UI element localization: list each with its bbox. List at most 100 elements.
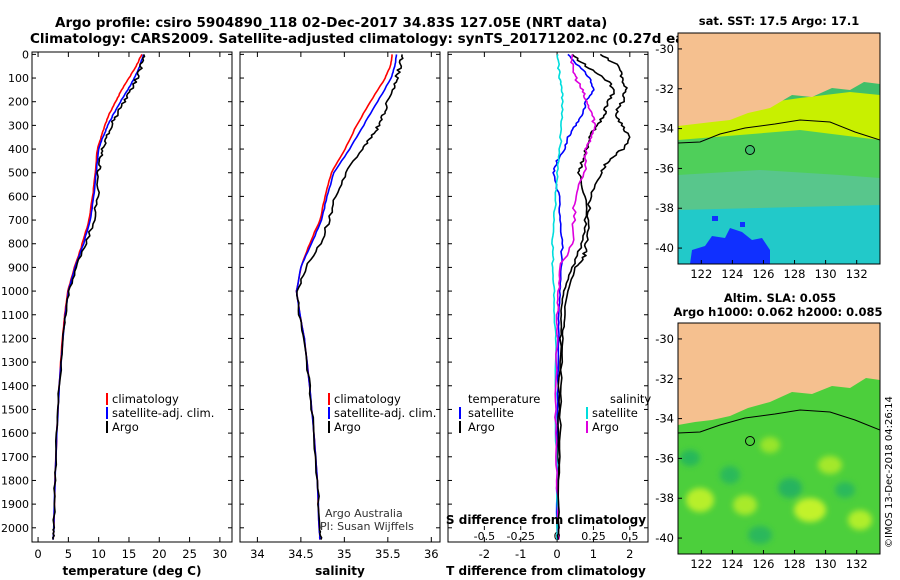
s-diff-tick-label: 0.5 bbox=[621, 530, 639, 543]
map-lon-tick-label: 126 bbox=[752, 557, 774, 571]
depth-axis: 0 100 200 300 400 500 600 700 800 900 1000 1100 1200… bbox=[1, 48, 29, 534]
x-tick-label: 5 bbox=[65, 547, 72, 561]
map-lon-tick-label: 130 bbox=[815, 557, 837, 571]
depth-tick-label: 1800 bbox=[1, 474, 29, 487]
depth-tick-label: 1000 bbox=[1, 285, 29, 298]
depth-tick-label: 300 bbox=[8, 119, 29, 132]
x-tick-label: 15 bbox=[122, 547, 137, 561]
sst-map-panel: sat. SST: 17.5 Argo: 17.1 122 124 126 128 13… bbox=[655, 14, 881, 281]
depth-tick-label: 900 bbox=[8, 261, 29, 274]
legend-title-temperature: temperature bbox=[468, 392, 540, 406]
legend-label-satellite: satellite-adj. clim. bbox=[334, 406, 436, 420]
map-lat-tick-label: -34 bbox=[655, 412, 674, 426]
sst-cold-pixel bbox=[712, 216, 718, 221]
s-diff-tick-label: -0.25 bbox=[506, 530, 534, 543]
salinity-profiles bbox=[295, 54, 404, 540]
legend-label-t-satellite: satellite bbox=[468, 406, 514, 420]
sla-map-title-2: Argo h1000: 0.062 h2000: 0.085 bbox=[673, 305, 882, 319]
sla-land bbox=[678, 323, 880, 425]
x-tick-label: 2 bbox=[626, 547, 633, 561]
sst-cold-patch bbox=[690, 228, 770, 264]
legend-label-s-satellite: satellite bbox=[592, 406, 638, 420]
x-tick-label: 25 bbox=[182, 547, 197, 561]
map-lat-tick-label: -32 bbox=[655, 372, 674, 386]
depth-tick-label: 400 bbox=[8, 143, 29, 156]
depth-tick-label: 1400 bbox=[1, 380, 29, 393]
depth-tick-label: 1300 bbox=[1, 356, 29, 369]
legend-label-argo: Argo bbox=[112, 420, 139, 434]
x-tick-label: 34 bbox=[250, 547, 265, 561]
depth-tick-label: 1900 bbox=[1, 498, 29, 511]
x-tick-label: 34.5 bbox=[288, 547, 314, 561]
sla-map-field bbox=[678, 323, 880, 554]
depth-tick-label: 1100 bbox=[1, 309, 29, 322]
depth-tick-label: 700 bbox=[8, 214, 29, 227]
x-tick-label: 35 bbox=[337, 547, 352, 561]
x-tick-label: -2 bbox=[479, 547, 490, 561]
sst-map-field bbox=[678, 33, 880, 264]
depth-tick-label: 1200 bbox=[1, 332, 29, 345]
profile-line-temperature-satellite bbox=[552, 53, 595, 540]
legend-label-climatology: climatology bbox=[334, 392, 401, 406]
sla-anomaly-high bbox=[794, 498, 826, 522]
profile-line-satellite-adj-clim- bbox=[295, 54, 398, 540]
sst-shelf-contour bbox=[678, 119, 880, 144]
map-lat-tick-label: -40 bbox=[655, 531, 674, 545]
depth-tick-label: 100 bbox=[8, 72, 29, 85]
x-tick-label: 10 bbox=[91, 547, 106, 561]
map-lat-tick-label: -34 bbox=[655, 122, 674, 136]
depth-tick-label: 600 bbox=[8, 190, 29, 203]
sla-anomaly-low bbox=[680, 450, 700, 466]
sla-map-panel: Altim. SLA: 0.055 Argo h1000: 0.062 h200… bbox=[655, 291, 882, 571]
x-tick-label: 0 bbox=[34, 547, 41, 561]
title-line-1: Argo profile: csiro 5904890_118 02-Dec-2… bbox=[55, 15, 607, 31]
credit-line-1: Argo Australia bbox=[325, 507, 403, 520]
temperature-x-ticks: 0 5 10 15 20 25 30 bbox=[32, 52, 232, 561]
sst-argo-location-marker bbox=[745, 145, 755, 155]
imos-watermark: ©IMOS 13-Dec-2018 04:26:14 bbox=[884, 396, 895, 548]
x-tick-label: 36 bbox=[424, 547, 439, 561]
map-lat-tick-label: -32 bbox=[655, 82, 674, 96]
difference-legend: temperature satellite Argo salinity sate… bbox=[459, 392, 651, 434]
sla-anomaly-high bbox=[818, 456, 842, 474]
sst-map-title: sat. SST: 17.5 Argo: 17.1 bbox=[699, 14, 859, 28]
map-lat-tick-label: -30 bbox=[655, 332, 674, 346]
profile-line-salinity-satellite bbox=[551, 54, 564, 540]
sla-anomaly-low bbox=[778, 478, 802, 498]
map-lon-tick-label: 122 bbox=[690, 267, 712, 281]
map-lon-tick-label: 124 bbox=[721, 267, 743, 281]
temperature-x-label: temperature (deg C) bbox=[63, 564, 202, 578]
x-tick-label: 30 bbox=[213, 547, 228, 561]
sst-cold-pixel bbox=[740, 222, 745, 227]
salinity-panel: 34 34.5 35 35.5 36 salinity climatology sate… bbox=[239, 51, 441, 578]
map-lon-tick-label: 124 bbox=[721, 557, 743, 571]
salinity-plot-frame bbox=[239, 51, 441, 543]
depth-tick-label: 200 bbox=[8, 96, 29, 109]
map-lat-tick-label: -38 bbox=[655, 201, 674, 215]
sla-anomaly-low bbox=[720, 466, 740, 484]
x-tick-label: -1 bbox=[515, 547, 526, 561]
credit-line-2: PI: Susan Wijffels bbox=[320, 520, 414, 533]
map-lon-tick-label: 122 bbox=[690, 557, 712, 571]
sla-map-ticks: 122 124 126 128 130 132 -30 -32 -34 -36 -38 -40 bbox=[655, 332, 867, 571]
difference-panel: -2 -1 0 1 2 -0.5 -0.25 0 0.25 0.5 T difference f… bbox=[446, 51, 651, 578]
sla-anomaly-low bbox=[835, 482, 855, 498]
sla-anomaly-high bbox=[686, 488, 714, 512]
map-lat-tick-label: -30 bbox=[655, 42, 674, 56]
sst-map-frame bbox=[677, 32, 881, 265]
depth-tick-label: 800 bbox=[8, 238, 29, 251]
depth-tick-label: 0 bbox=[22, 48, 29, 61]
s-diff-tick-label: 0.25 bbox=[581, 530, 606, 543]
profile-line-temperature-argo bbox=[556, 53, 615, 540]
depth-tick-label: 1700 bbox=[1, 451, 29, 464]
t-difference-x-ticks: -2 -1 0 1 2 bbox=[448, 52, 648, 561]
sla-argo-location-marker bbox=[745, 436, 755, 446]
legend-label-satellite: satellite-adj. clim. bbox=[112, 406, 214, 420]
legend-label-climatology: climatology bbox=[112, 392, 179, 406]
title-line-2: Climatology: CARS2009. Satellite-adjuste… bbox=[30, 31, 722, 47]
sst-land bbox=[678, 33, 880, 126]
map-lon-tick-label: 128 bbox=[784, 267, 806, 281]
sla-shelf-contour bbox=[678, 409, 880, 434]
map-lon-tick-label: 126 bbox=[752, 267, 774, 281]
